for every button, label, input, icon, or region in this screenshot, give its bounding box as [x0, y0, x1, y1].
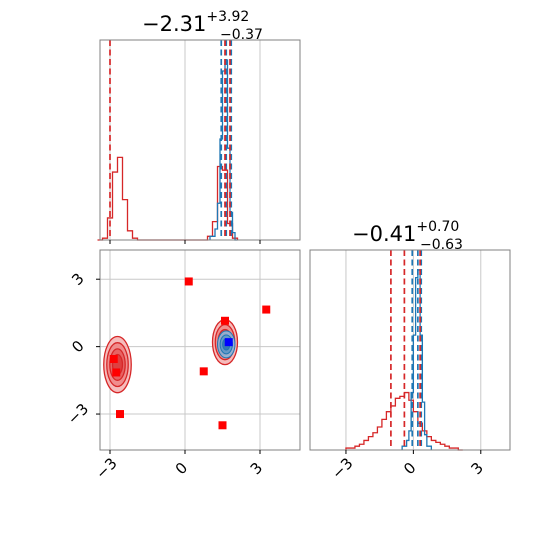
axes-frame	[99, 39, 301, 241]
y-tick-label: −3	[64, 400, 92, 428]
marker-blue	[224, 338, 233, 347]
axes-frame	[99, 249, 301, 451]
x-tick-label: 0	[172, 459, 191, 478]
x-tick-label: 0	[400, 459, 419, 478]
marker-red	[262, 305, 271, 314]
y-ticks: −3 0 3	[64, 269, 100, 428]
title-superscript: +0.70	[416, 219, 459, 235]
marker-red	[184, 277, 193, 286]
x-tick-label: −3	[92, 454, 120, 482]
axes-frame	[309, 249, 511, 451]
histogram-red	[97, 156, 239, 241]
marker-red	[112, 368, 121, 377]
title-main: −0.41	[352, 222, 416, 246]
x-tick-label: 3	[468, 459, 487, 478]
grid	[100, 250, 300, 450]
x-tick-label: −3	[328, 454, 356, 482]
grid	[109, 40, 261, 240]
x-ticks: −3 0 3	[328, 450, 487, 483]
markers	[109, 277, 271, 430]
marker-red	[109, 354, 118, 363]
x-tick-label: 3	[247, 459, 266, 478]
title-subscript: −0.37	[220, 27, 263, 43]
title-superscript: +3.92	[206, 9, 249, 25]
marker-red	[116, 410, 124, 419]
histogram-blue	[209, 59, 238, 241]
y-tick-label: 3	[68, 269, 87, 288]
histogram-blue	[401, 269, 432, 450]
marker-red	[221, 316, 229, 325]
quantile-lines	[390, 250, 423, 450]
x-ticks: −3 0 3	[92, 450, 266, 483]
panel-title: −2.31+3.92 −0.37	[142, 9, 263, 43]
title-subscript: −0.63	[420, 237, 463, 253]
title-main: −2.31	[142, 12, 206, 36]
x-ticks	[109, 240, 261, 244]
panel-hist-param1: −2.31+3.92 −0.37	[97, 9, 301, 244]
marker-red	[199, 367, 208, 376]
y-tick-label: 0	[68, 337, 87, 356]
panel-2d-density: −3 0 3 −3 0 3	[64, 249, 301, 483]
panel-title: −0.41+0.70 −0.63	[352, 219, 463, 253]
panel-hist-param2: −3 0 3 −0.41+0.70 −0.63	[309, 219, 511, 483]
histograms	[97, 59, 239, 241]
quantile-lines	[109, 40, 233, 240]
marker-red	[218, 421, 227, 430]
density-contours	[103, 319, 239, 394]
